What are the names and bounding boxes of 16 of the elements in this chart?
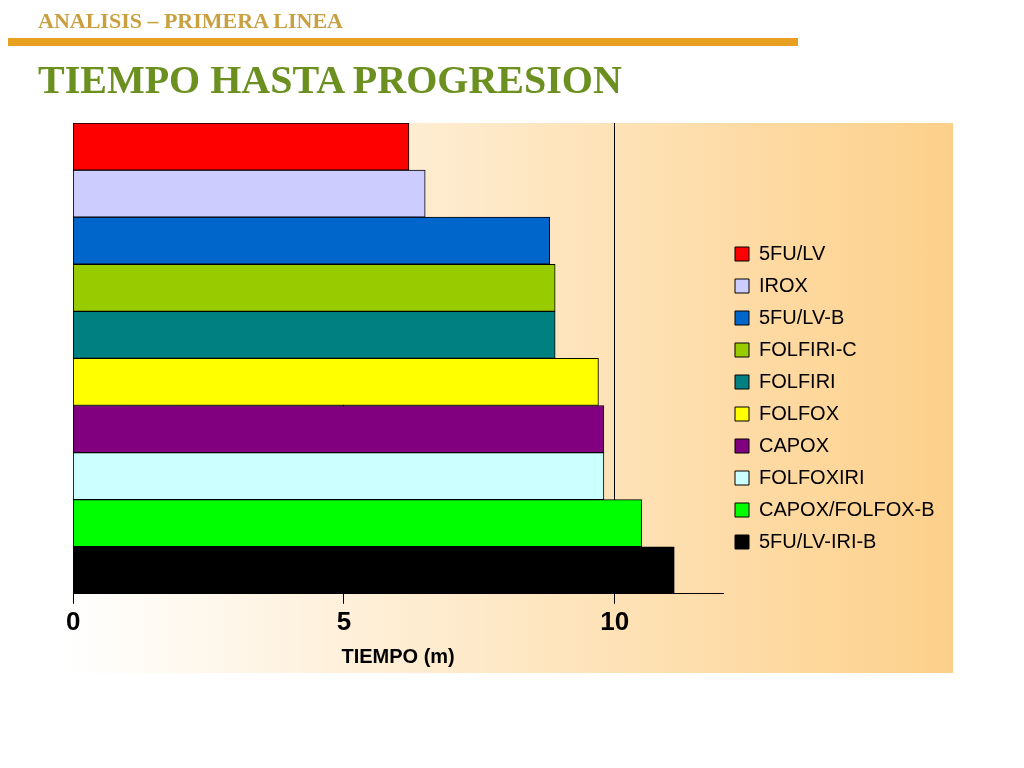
x-axis-title: TIEMPO (m) [341,644,455,667]
chart-subtitle: ANALISIS – PRIMERA LINEA [38,8,344,34]
legend-label: CAPOX [759,433,830,456]
legend-label: 5FU/LV-B [759,305,845,328]
legend-label: FOLFOX [759,401,840,424]
x-tick-label: 10 [600,605,630,636]
legend-label: FOLFIRI [759,369,836,392]
x-tick-label: 5 [336,605,352,636]
legend-label: 5FU/LV-IRI-B [759,529,877,552]
legend-label: FOLFIRI-C [759,337,857,360]
legend-label: 5FU/LV [759,241,826,264]
x-tick-label: 0 [66,605,81,636]
legend-label: CAPOX/FOLFOX-B [759,497,935,520]
legend-label: IROX [759,273,808,296]
chart-title: TIEMPO HASTA PROGRESION [38,56,623,103]
legend-label: FOLFOXIRI [759,465,865,488]
